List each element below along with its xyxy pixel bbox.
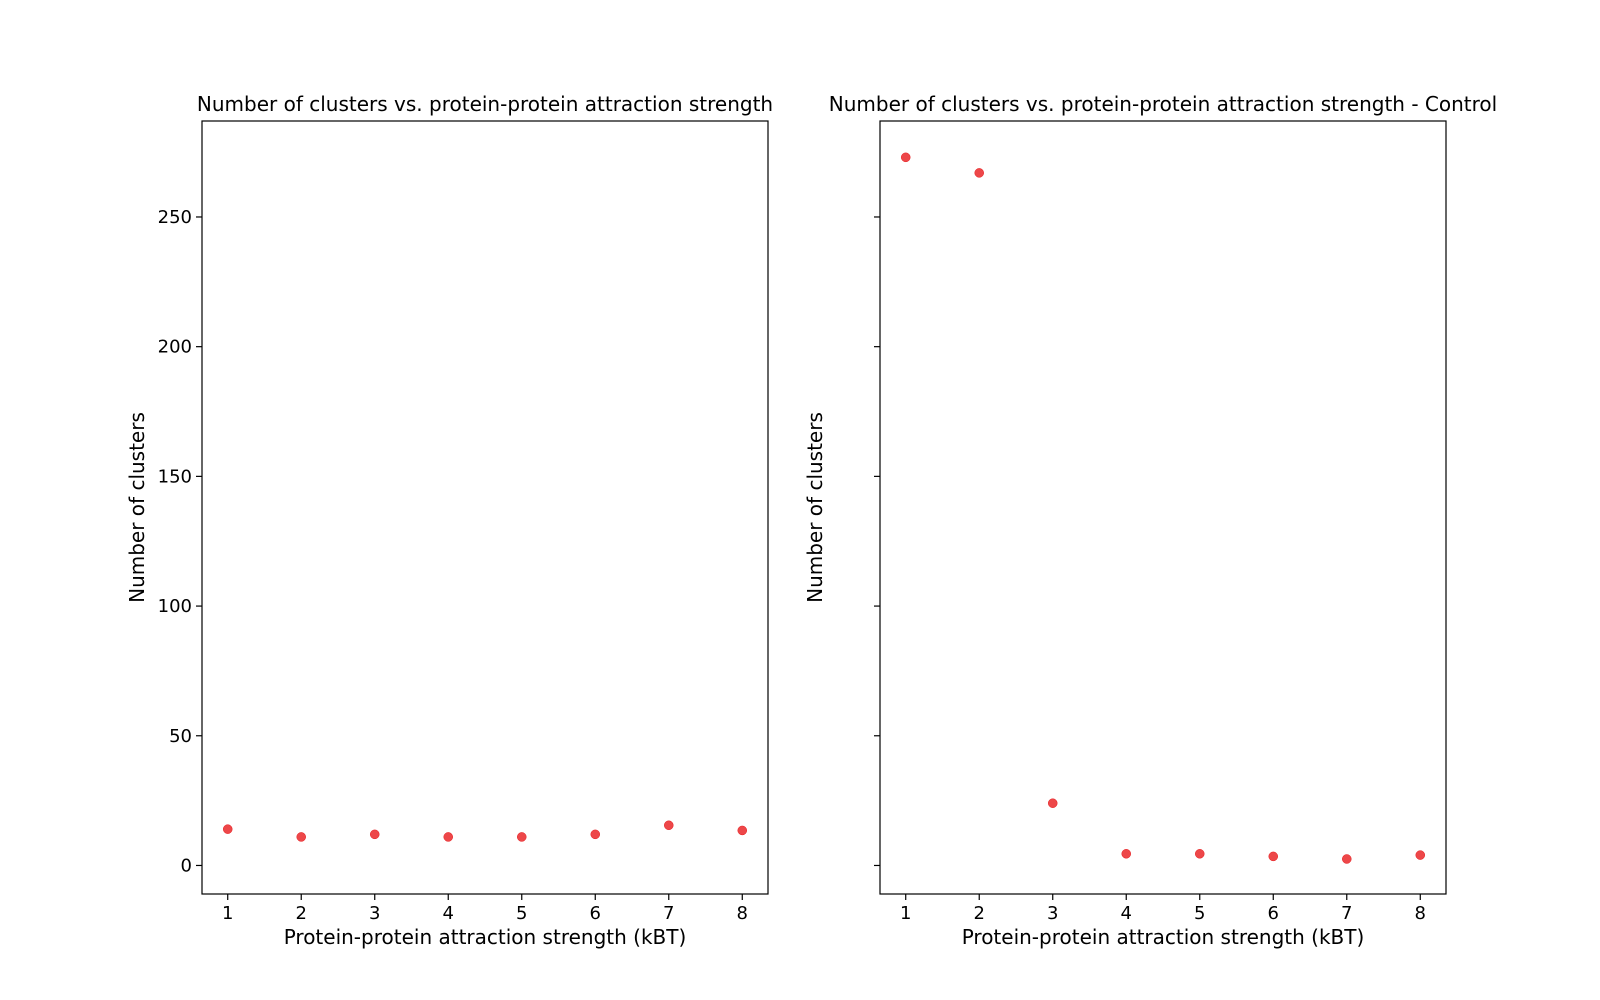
right-data-points	[900, 152, 1426, 864]
right-data-point	[1047, 798, 1058, 808]
right-x-tick-label: 6	[1268, 903, 1279, 924]
left-data-point	[737, 825, 748, 836]
left-x-tick-label: 6	[590, 903, 601, 924]
left-data-point	[517, 832, 527, 842]
right-chart-panel: 1 2 3 4 5 6 7 8 Number of clusters vs. protein-…	[803, 92, 1497, 949]
right-chart-title: Number of clusters vs. protein-protein a…	[829, 92, 1497, 116]
left-x-tick-label: 3	[369, 903, 380, 924]
right-x-tick-label: 3	[1047, 903, 1058, 924]
left-y-tick-label: 100	[158, 596, 192, 617]
right-data-point	[1268, 851, 1279, 862]
left-data-point	[664, 820, 674, 831]
left-x-tick-label: 4	[443, 903, 454, 924]
right-data-point	[900, 152, 911, 163]
left-data-point	[369, 829, 380, 840]
left-x-tick-label: 8	[737, 903, 748, 924]
left-x-axis-label: Protein-protein attraction strength (kBT…	[284, 925, 687, 949]
right-x-tick-label: 8	[1415, 903, 1426, 924]
right-plot-frame	[879, 120, 1447, 895]
left-x-tick-label: 5	[516, 903, 527, 924]
left-data-point	[590, 829, 601, 840]
right-x-tick-label: 4	[1121, 903, 1132, 924]
right-data-point	[974, 168, 984, 178]
right-x-tick-label: 5	[1194, 903, 1205, 924]
left-data-point	[222, 824, 233, 834]
left-y-tick-label: 150	[158, 466, 192, 487]
right-x-tick-label: 1	[900, 903, 911, 924]
right-y-ticks	[874, 216, 880, 867]
left-data-point	[443, 832, 453, 842]
right-x-axis-label: Protein-protein attraction strength (kBT…	[962, 925, 1365, 949]
left-data-point	[296, 832, 306, 842]
left-y-tick-label: 250	[158, 207, 192, 228]
left-y-ticks: 0 50 100 150 200 250	[158, 207, 202, 876]
left-plot-frame	[201, 120, 769, 895]
left-data-points	[222, 820, 748, 842]
left-chart-title: Number of clusters vs. protein-protein a…	[197, 92, 773, 116]
right-data-point	[1195, 849, 1205, 859]
left-x-tick-label: 7	[663, 903, 674, 924]
right-data-point	[1342, 854, 1352, 864]
left-x-ticks: 1 2 3 4 5 6 7 8	[222, 894, 748, 924]
right-data-point	[1415, 850, 1426, 860]
right-x-ticks: 1 2 3 4 5 6 7 8	[900, 894, 1426, 924]
right-data-point	[1121, 849, 1131, 859]
left-x-tick-label: 2	[296, 903, 307, 924]
right-x-tick-label: 7	[1341, 903, 1352, 924]
right-x-tick-label: 2	[974, 903, 985, 924]
left-y-tick-label: 0	[181, 855, 192, 876]
left-chart-panel: 1 2 3 4 5 6 7 8 0 50 100 150 200 250 Number of clust…	[125, 92, 773, 949]
left-y-tick-label: 200	[158, 337, 192, 358]
left-y-tick-label: 50	[169, 726, 192, 747]
left-y-axis-label: Number of clusters	[125, 412, 149, 603]
right-y-axis-label: Number of clusters	[803, 412, 827, 603]
left-x-tick-label: 1	[222, 903, 233, 924]
